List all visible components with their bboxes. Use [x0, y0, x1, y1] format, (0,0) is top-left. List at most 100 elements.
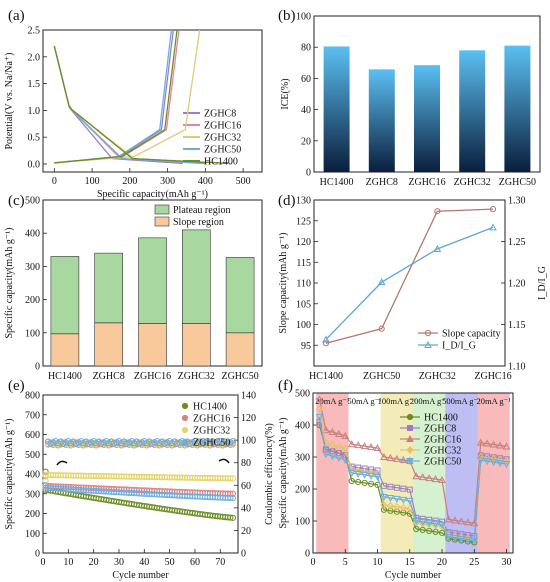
e-ce-2-1: [42, 477, 49, 484]
f-point-ZGHC50-29: [496, 460, 504, 468]
f-point-ZGHC50-16: [412, 518, 421, 526]
f-point-HC1400-14: [400, 509, 407, 516]
f-point-ZGHC16-10: [373, 443, 382, 452]
f-point-ZGHC16-19: [431, 475, 440, 483]
f-point-ZGHC32-12: [386, 502, 395, 510]
f-point-ZGHC8-8: [361, 465, 368, 472]
d-y2tick-label-4: 1.30: [508, 196, 526, 207]
d-point-0-3: [489, 206, 497, 213]
a-ytick-label-5: 2.5: [28, 26, 41, 37]
f-point-ZGHC8-10: [374, 467, 381, 474]
panel-c-stacked-capacity: (c) 0 100 200 300 400 500 Specific capacity(mAh…: [4, 193, 263, 382]
f-point-ZGHC8-15: [406, 486, 413, 493]
f-point-ZGHC16-29: [496, 441, 504, 449]
e-ytick-label-1: 100: [25, 529, 40, 540]
d-panel-label: (d): [278, 193, 296, 209]
f-point-ZGHC50-14: [399, 496, 408, 504]
e-cap-2-74: [227, 475, 234, 482]
c-bar-Plateau-region-ZGHC50: [225, 257, 255, 334]
f-region-2: [380, 393, 413, 553]
b-ytick-label-0: 0: [306, 168, 311, 179]
f-legend-label-ZGHC8: ZGHC8: [424, 424, 456, 435]
f-point-ZGHC16-5: [341, 431, 350, 439]
d-point-0-1: [378, 325, 385, 332]
d-y2tick-label-3: 1.25: [508, 237, 526, 248]
e-ytick-label-5: 500: [25, 450, 40, 461]
f-point-ZGHC16-28: [489, 440, 498, 448]
f-point-ZGHC8-9: [368, 466, 375, 473]
f-point-ZGHC16-17: [418, 473, 427, 481]
e-ytick-label-4: 400: [25, 470, 40, 481]
f-point-ZGHC32-3: [328, 440, 337, 449]
b-bar-ZGHC8: [368, 69, 395, 172]
f-region-label-0: 20mA g⁻¹: [315, 396, 350, 406]
f-point-ZGHC50-25: [470, 537, 479, 545]
f-frame: [312, 392, 514, 554]
c-legend-swatch-0: [154, 204, 170, 215]
e-cap-3-75: [229, 494, 237, 502]
e-y2tick-label-6: 120: [241, 413, 256, 424]
e-y2tick-label-1: 20: [241, 526, 251, 537]
a-discharge-ZGHC50: [53, 45, 206, 165]
c-category-HC1400: HC1400: [48, 371, 82, 382]
e-y2label: Coulombic efficiency(%): [264, 423, 275, 525]
f-point-HC1400-8: [361, 479, 368, 487]
f-xtick-label-4: 20: [437, 557, 447, 568]
f-point-ZGHC50-13: [393, 495, 401, 503]
b-category-ZGHC8: ZGHC8: [366, 177, 398, 188]
d-ytick-label-5: 120: [296, 237, 311, 248]
e-y2tick-label-3: 60: [241, 481, 251, 492]
a-charge-HC1400: [54, 29, 178, 164]
f-point-ZGHC50-9: [367, 472, 375, 480]
f-xtick-label-1: 5: [343, 557, 348, 568]
c-category-ZGHC32: ZGHC32: [178, 371, 215, 382]
d-point-0-2: [434, 208, 441, 215]
b-ytick-label-5: 100: [296, 12, 311, 23]
f-point-ZGHC16-20: [438, 475, 446, 484]
a-panel-label: (a): [8, 8, 25, 24]
c-bar-Slope-region-ZGHC32: [182, 323, 211, 367]
f-point-ZGHC50-20: [438, 521, 446, 529]
c-bar-Slope-region-HC1400: [50, 333, 80, 367]
d-legend-label-0: Slope capacity: [442, 329, 501, 340]
f-legend-marker-ZGHC50: [406, 458, 414, 466]
panel-e-cycling: (e)0100200300400500600700800020406080100…: [4, 378, 275, 581]
d-point-1-0: [322, 335, 330, 343]
e-xtick-label-6: 60: [190, 557, 200, 568]
c-legend-swatch-1: [154, 216, 170, 227]
f-point-ZGHC50-3: [328, 453, 337, 461]
a-discharge-ZGHC16: [53, 45, 202, 165]
d-category-HC1400: HC1400: [309, 371, 343, 382]
b-bar-ZGHC50: [504, 45, 531, 172]
c-category-ZGHC8: ZGHC8: [93, 371, 125, 382]
f-point-ZGHC50-2: [322, 451, 330, 459]
e-cap-3-74: [227, 494, 234, 502]
b-category-ZGHC50: ZGHC50: [499, 177, 536, 188]
b-bar-HC1400: [323, 46, 350, 172]
f-point-ZGHC16-18: [425, 474, 433, 482]
f-point-ZGHC16-11: [380, 452, 388, 460]
f-point-ZGHC16-27: [483, 439, 492, 447]
f-panel-label: (f): [278, 378, 293, 394]
e-xtick-label-1: 10: [63, 557, 73, 568]
f-point-ZGHC8-14: [400, 485, 407, 492]
e-arrow-right: [218, 458, 230, 464]
a-xlabel: Specific capacity(mAh g⁻¹): [97, 189, 208, 200]
e-arrow-left: [56, 460, 68, 466]
b-bar-ZGHC32: [459, 50, 486, 172]
f-point-ZGHC8-12: [387, 483, 394, 490]
f-point-ZGHC50-8: [360, 471, 369, 479]
b-category-ZGHC32: ZGHC32: [454, 177, 491, 188]
f-region-label-3: 200mA g⁻¹: [410, 396, 449, 406]
f-point-ZGHC16-9: [367, 443, 375, 451]
c-category-ZGHC16: ZGHC16: [134, 371, 171, 382]
f-legend-marker-ZGHC16: [406, 434, 414, 442]
f-point-ZGHC8-7: [355, 464, 362, 471]
f-point-ZGHC50-10: [373, 473, 382, 481]
f-legend-label-HC1400: HC1400: [424, 413, 458, 424]
e-legend-marker-1: [181, 414, 189, 422]
a-discharge-ZGHC8: [53, 45, 183, 165]
f-point-ZGHC16-6: [347, 440, 356, 448]
d-ytick-label-4: 115: [296, 258, 311, 269]
